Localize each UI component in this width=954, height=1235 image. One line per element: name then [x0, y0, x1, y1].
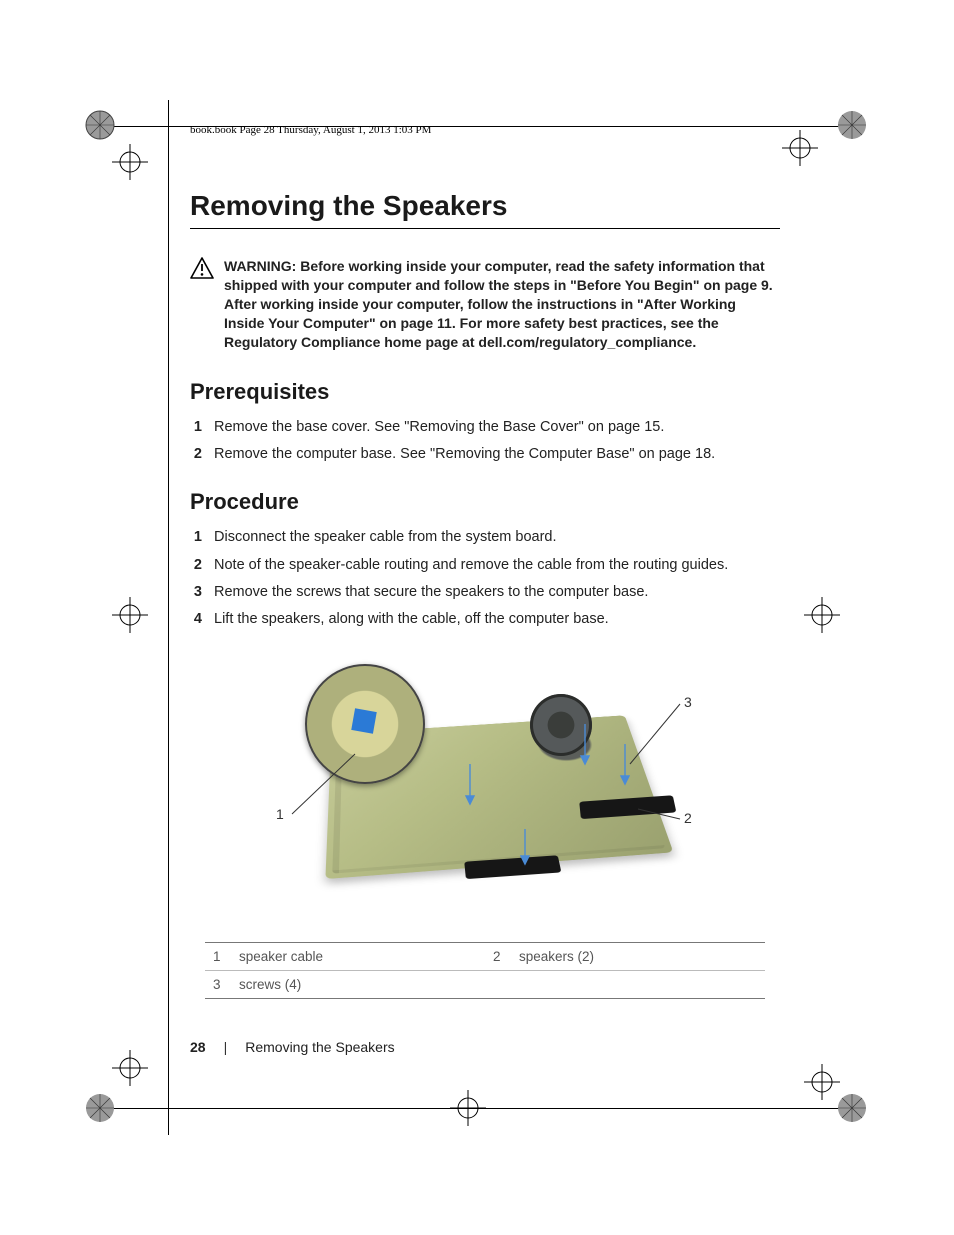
prerequisites-list: 1Remove the base cover. See "Removing th… — [190, 417, 780, 465]
legend-label: speaker cable — [231, 943, 485, 970]
warning-block: WARNING: Before working inside your comp… — [190, 257, 780, 351]
list-item: 1Disconnect the speaker cable from the s… — [190, 527, 780, 548]
regmark-cross-mr — [802, 595, 842, 635]
regmark-disc-tl — [80, 105, 120, 145]
regmark-cross-tr — [780, 128, 820, 168]
warning-label: WARNING: — [224, 258, 296, 274]
list-item: 3Remove the screws that secure the speak… — [190, 582, 780, 603]
warning-icon — [190, 257, 214, 351]
illustration: 1 2 3 — [270, 654, 700, 924]
inset-detail — [305, 664, 425, 784]
procedure-list: 1Disconnect the speaker cable from the s… — [190, 527, 780, 629]
legend-label: screws (4) — [231, 971, 485, 998]
legend-label — [511, 971, 765, 998]
regmark-cross-ml — [110, 595, 150, 635]
footer-separator: | — [224, 1039, 228, 1055]
regmark-cross-br — [802, 1062, 842, 1102]
footer-section: Removing the Speakers — [245, 1039, 394, 1055]
legend-num: 2 — [485, 943, 511, 970]
legend-num: 3 — [205, 971, 231, 998]
crop-left — [168, 100, 169, 1135]
callout-3: 3 — [684, 694, 692, 710]
page-content: Removing the Speakers WARNING: Before wo… — [190, 190, 780, 999]
regmark-disc-tr — [832, 105, 872, 145]
page-footer: 28 | Removing the Speakers — [190, 1039, 395, 1055]
running-header: book.book Page 28 Thursday, August 1, 20… — [190, 124, 431, 136]
fan-graphic — [530, 694, 592, 756]
callout-2: 2 — [684, 810, 692, 826]
regmark-cross-bc — [448, 1088, 488, 1128]
page-title: Removing the Speakers — [190, 190, 780, 229]
step-text: Note of the speaker-cable routing and re… — [214, 555, 780, 576]
legend-num — [485, 971, 511, 998]
legend-label: speakers (2) — [511, 943, 765, 970]
step-text: Disconnect the speaker cable from the sy… — [214, 527, 780, 548]
regmark-cross-bl — [110, 1048, 150, 1088]
legend-row: 1 speaker cable 2 speakers (2) — [205, 943, 765, 970]
warning-text: WARNING: Before working inside your comp… — [224, 257, 780, 351]
list-item: 4Lift the speakers, along with the cable… — [190, 609, 780, 630]
figure-legend: 1 speaker cable 2 speakers (2) 3 screws … — [205, 942, 765, 999]
legend-row: 3 screws (4) — [205, 970, 765, 998]
procedure-heading: Procedure — [190, 489, 780, 515]
regmark-disc-bl — [80, 1088, 120, 1128]
step-text: Remove the screws that secure the speake… — [214, 582, 780, 603]
page-number: 28 — [190, 1039, 206, 1055]
prerequisites-heading: Prerequisites — [190, 379, 780, 405]
callout-1: 1 — [276, 806, 284, 822]
list-item: 2Note of the speaker-cable routing and r… — [190, 555, 780, 576]
step-text: Remove the base cover. See "Removing the… — [214, 417, 780, 438]
regmark-cross-tl — [110, 142, 150, 182]
legend-num: 1 — [205, 943, 231, 970]
list-item: 1Remove the base cover. See "Removing th… — [190, 417, 780, 438]
step-text: Lift the speakers, along with the cable,… — [214, 609, 780, 630]
step-text: Remove the computer base. See "Removing … — [214, 444, 780, 465]
list-item: 2Remove the computer base. See "Removing… — [190, 444, 780, 465]
warning-body: Before working inside your computer, rea… — [224, 258, 773, 350]
